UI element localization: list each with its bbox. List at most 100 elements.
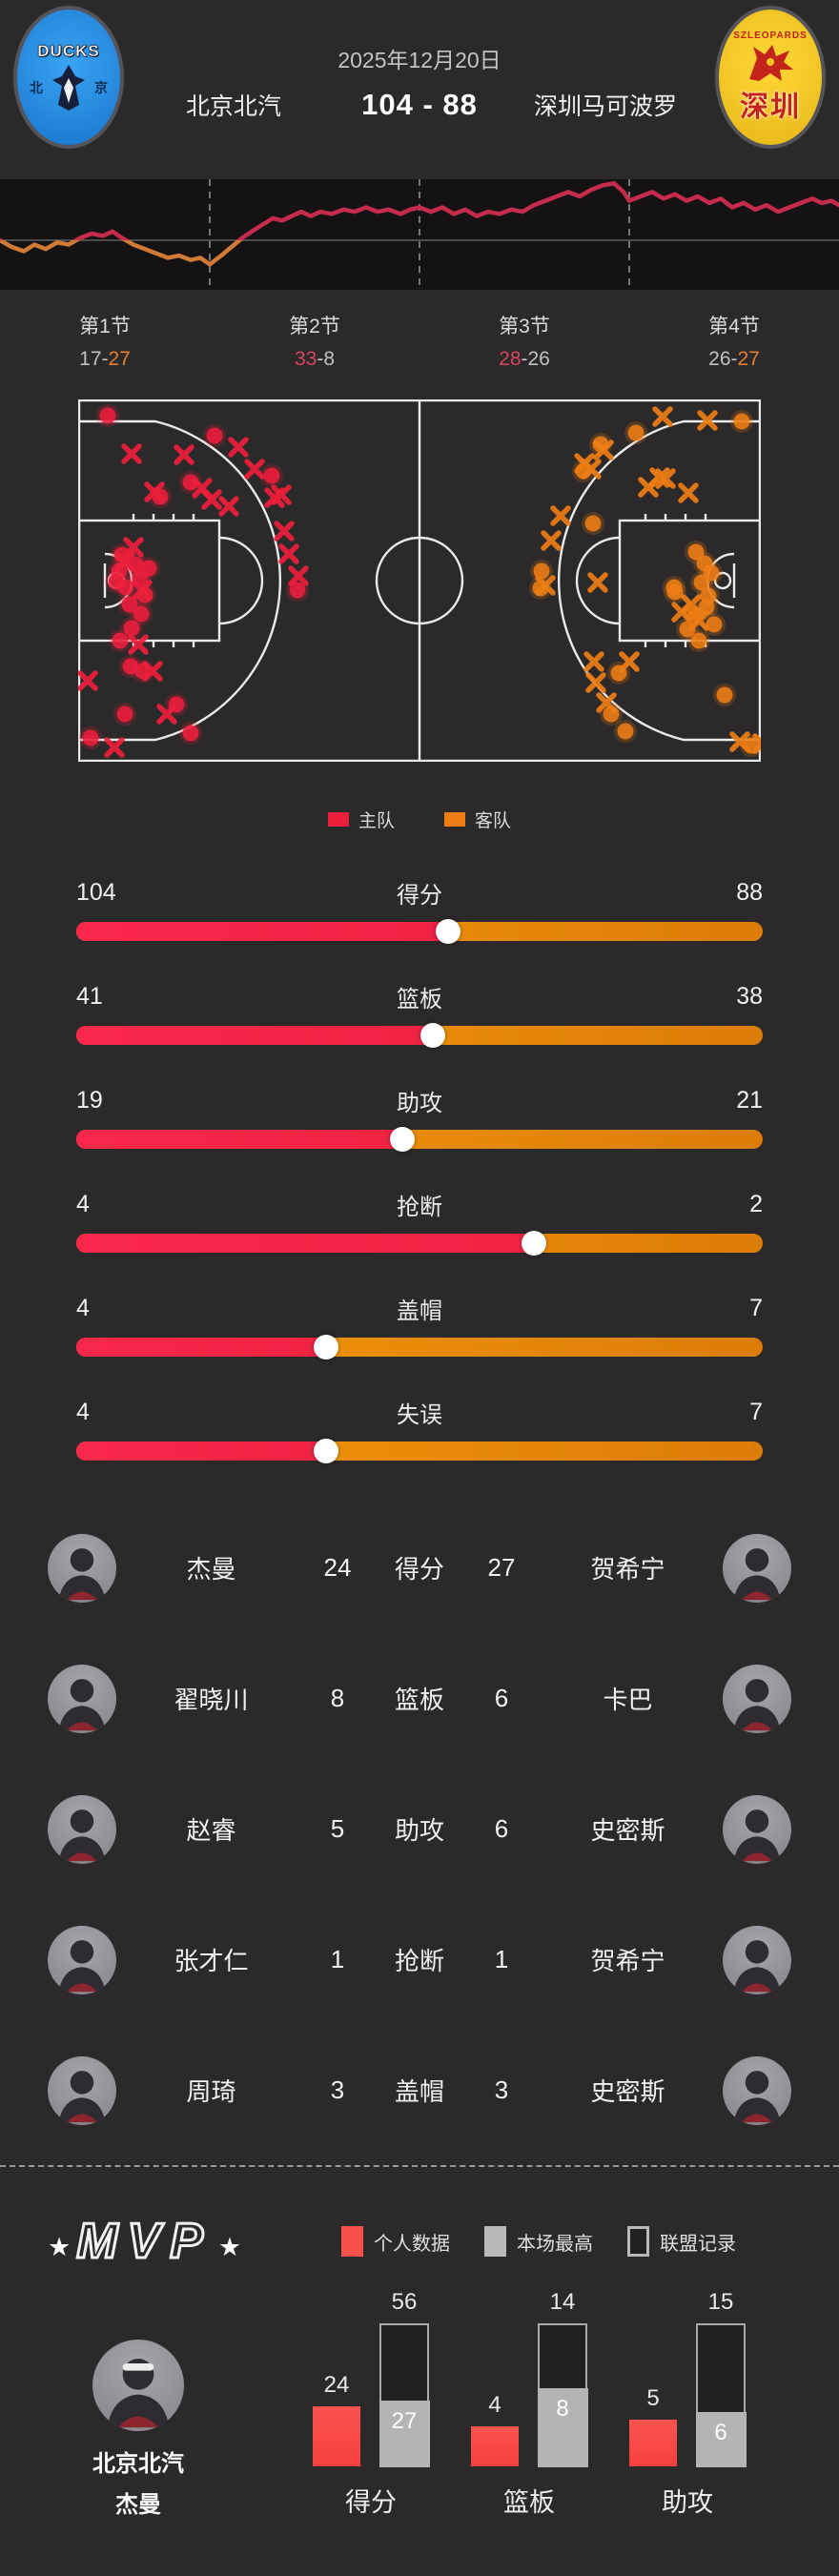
away-stat-value: 2 (749, 1191, 763, 1217)
stat-divider-knob (390, 1127, 415, 1152)
quarter-away-score: 8 (323, 348, 336, 370)
home-made-shot-dot (112, 632, 129, 649)
home-team-logo[interactable]: DUCKS 北 京 (13, 6, 124, 149)
away-made-shot-dot (698, 599, 715, 616)
league-record-value: 15 (707, 2289, 734, 2315)
stat-divider-knob (436, 919, 460, 944)
away-logo-cn: 深圳 (740, 91, 801, 123)
mvp-player-avatar[interactable] (92, 2340, 184, 2431)
home-missed-shot-x (132, 580, 153, 601)
personal-bar (629, 2420, 677, 2466)
stat-divider-knob (420, 1023, 445, 1048)
away-missed-shot-x (587, 572, 608, 593)
away-player-avatar[interactable] (723, 2055, 791, 2125)
away-player-avatar[interactable] (723, 1533, 791, 1603)
mvp-legend-item: 个人数据 (341, 2226, 450, 2257)
away-player-avatar[interactable] (723, 1925, 791, 1994)
quarter-cell: 第3节 28-26 (420, 311, 629, 371)
away-player-name: 史密斯 (590, 2077, 665, 2106)
home-stat-value: 4 (76, 1295, 90, 1321)
home-logo-cn-right: 京 (94, 80, 108, 95)
quarter-score: 33-8 (210, 348, 420, 371)
home-team-name: 北京北汽 (185, 93, 281, 120)
away-missed-shot-x (593, 440, 614, 460)
home-missed-shot-x (228, 437, 249, 458)
team-stat-row: 4 失误 7 (76, 1396, 763, 1463)
quarter-label: 第3节 (499, 316, 550, 337)
home-made-shot-dot (133, 605, 150, 623)
away-stat-value: 88 (736, 879, 763, 906)
home-made-shot-dot (122, 658, 139, 675)
away-made-shot-dot (687, 543, 705, 561)
quarter-home-score: 26 (708, 348, 731, 370)
personal-bar-column: 4 (471, 2392, 519, 2466)
away-logo-text: SZLEOPARDS (733, 30, 808, 41)
home-player-value: 8 (330, 1684, 345, 1712)
away-made-shot-dot (666, 583, 684, 601)
home-stat-fill (76, 1338, 326, 1357)
away-player-avatar[interactable] (723, 1794, 791, 1864)
home-made-shot-dot (82, 729, 99, 746)
stat-label: 助攻 (397, 1091, 442, 1116)
home-made-shot-dot (99, 407, 116, 424)
leopard-icon (749, 44, 793, 81)
away-made-shot-dot (693, 574, 710, 591)
home-player-name: 赵睿 (186, 1816, 236, 1845)
quarter-label: 第1节 (79, 316, 131, 337)
team-stat-values: 41 篮板 38 (76, 980, 763, 1013)
home-made-shot-dot (116, 705, 133, 723)
away-player-name: 卡巴 (603, 1686, 653, 1714)
home-stat-value: 4 (76, 1399, 90, 1425)
personal-bar-column: 24 (313, 2372, 360, 2466)
home-missed-shot-x (274, 521, 295, 542)
home-player-avatar[interactable] (48, 1533, 116, 1603)
home-missed-shot-x (121, 443, 142, 464)
stat-compare-bar (76, 1335, 763, 1360)
player-stat-label: 抢断 (394, 1947, 444, 1975)
league-record-bar: 8 (537, 2323, 588, 2467)
home-missed-shot-x (128, 634, 149, 655)
stat-divider-knob (313, 1335, 338, 1360)
team-stat-row: 19 助攻 21 (76, 1084, 763, 1152)
final-score: 104 - 88 (334, 88, 505, 122)
away-player-name: 贺希宁 (590, 1555, 665, 1584)
mvp-legend-label: 联盟记录 (660, 2233, 736, 2255)
away-made-shot-dot (690, 632, 707, 649)
player-compare-row: 杰曼 24 得分 27 贺希宁 (48, 1503, 791, 1633)
stat-label: 篮板 (397, 987, 442, 1012)
away-made-shot-dot (733, 413, 750, 430)
personal-value: 24 (323, 2372, 350, 2398)
home-made-shot-dot (121, 596, 138, 613)
away-made-shot-dot (627, 424, 645, 441)
mvp-legend-swatch (484, 2226, 506, 2257)
quarter-label: 第2节 (289, 316, 340, 337)
team-stat-row: 4 抢断 2 (76, 1188, 763, 1256)
home-missed-shot-x (174, 444, 194, 465)
quarter-score-separator: - (730, 348, 738, 370)
away-team-logo[interactable]: SZLEOPARDS 深圳 (715, 6, 826, 149)
star-icon: ★ (217, 2233, 242, 2261)
home-player-avatar[interactable] (48, 1794, 116, 1864)
player-stat-label: 盖帽 (394, 2077, 444, 2106)
mvp-charts: 24 56 27 得分 4 14 8 篮板 5 15 6 助攻 (313, 2289, 747, 2519)
team-stat-values: 104 得分 88 (76, 876, 763, 910)
home-logo-cn-left: 北 (30, 80, 43, 95)
away-player-avatar[interactable] (723, 1664, 791, 1733)
home-made-shot-dot (289, 582, 306, 599)
mvp-chart-group: 5 15 6 助攻 (629, 2289, 747, 2519)
home-player-avatar[interactable] (48, 2055, 116, 2125)
home-player-name: 张才仁 (174, 1947, 249, 1975)
home-logo-text: DUCKS (37, 42, 100, 61)
home-made-shot-dot (140, 560, 157, 577)
quarter-cell: 第1节 17-27 (0, 311, 210, 371)
home-player-avatar[interactable] (48, 1664, 116, 1733)
section-divider (0, 2165, 839, 2167)
home-player-avatar[interactable] (48, 1925, 116, 1994)
away-missed-shot-x (541, 530, 562, 551)
home-stat-fill (76, 1026, 433, 1045)
quarter-score: 26-27 (629, 348, 839, 371)
mvp-title: ★ MVP ★ (48, 2216, 242, 2268)
mvp-player-card: 北京北汽 杰曼 (48, 2340, 229, 2519)
shot-markers (77, 404, 773, 758)
quarter-score: 17-27 (0, 348, 210, 371)
